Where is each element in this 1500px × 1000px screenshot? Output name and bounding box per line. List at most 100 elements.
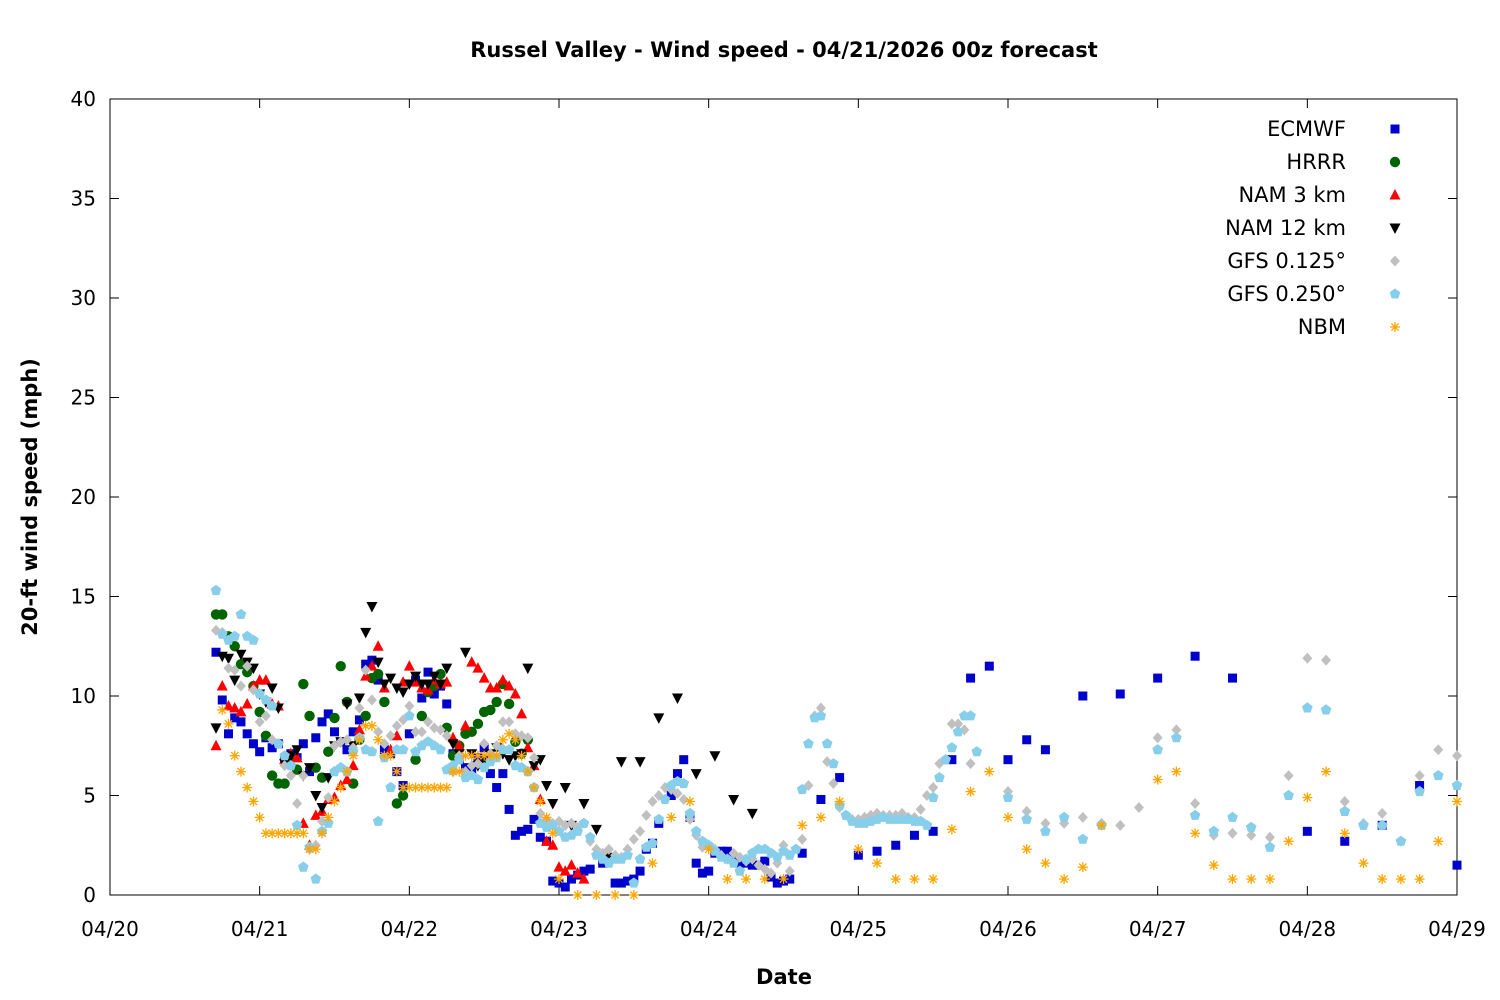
data-point <box>1021 844 1032 855</box>
data-point <box>529 814 539 824</box>
data-point <box>1058 811 1070 822</box>
data-point <box>578 873 590 884</box>
data-point <box>229 664 240 676</box>
data-point <box>971 746 983 757</box>
data-point <box>797 848 807 858</box>
data-point <box>366 746 378 757</box>
data-point <box>647 795 658 807</box>
data-point <box>441 663 453 675</box>
data-point <box>459 647 471 659</box>
data-point <box>628 877 640 888</box>
data-point <box>815 702 826 714</box>
data-point <box>423 667 433 677</box>
data-point <box>385 730 396 742</box>
data-point <box>559 783 571 794</box>
data-point <box>216 628 228 639</box>
data-point <box>634 853 646 864</box>
data-point <box>965 710 976 721</box>
data-point <box>853 850 863 860</box>
data-point <box>304 763 316 774</box>
data-point <box>292 797 303 809</box>
data-point <box>503 680 515 691</box>
data-point <box>1021 805 1032 817</box>
data-point <box>728 857 739 868</box>
data-point <box>498 769 508 779</box>
data-point <box>628 890 639 900</box>
data-point <box>397 790 409 801</box>
data-point <box>797 833 808 845</box>
data-point <box>746 808 758 820</box>
data-point <box>248 796 259 807</box>
data-point <box>909 830 919 840</box>
data-point <box>329 712 340 724</box>
data-point <box>984 766 995 777</box>
data-point <box>435 679 447 691</box>
data-point <box>229 630 240 641</box>
data-point <box>1339 828 1350 839</box>
legend-marker <box>1389 189 1401 200</box>
data-point <box>915 803 926 815</box>
data-point <box>491 696 502 708</box>
data-point <box>778 874 789 885</box>
data-point <box>230 713 240 723</box>
data-point <box>341 766 352 777</box>
data-point <box>273 738 284 749</box>
data-point <box>547 798 559 810</box>
data-point <box>497 674 509 685</box>
data-point <box>447 739 459 750</box>
data-point <box>372 640 384 651</box>
data-point <box>291 745 303 756</box>
data-point <box>666 791 676 800</box>
data-point <box>1040 825 1051 836</box>
data-point <box>1283 770 1294 782</box>
data-point <box>472 750 483 761</box>
data-point <box>529 752 540 764</box>
data-point <box>1302 792 1313 803</box>
data-point <box>235 766 246 777</box>
data-point <box>441 730 452 742</box>
data-point <box>647 858 658 869</box>
data-point <box>1152 774 1163 785</box>
data-point <box>790 843 802 854</box>
x-tick-label: 04/25 <box>830 917 888 941</box>
data-point <box>404 729 414 739</box>
data-point <box>391 798 403 809</box>
data-point <box>222 699 234 711</box>
data-point <box>354 734 365 745</box>
data-point <box>248 634 259 645</box>
data-point <box>373 734 384 745</box>
data-point <box>403 660 415 671</box>
data-point <box>254 812 265 823</box>
legend-label: GFS 0.125° <box>1227 249 1346 273</box>
data-point <box>653 813 665 824</box>
data-point <box>1208 825 1220 836</box>
data-point <box>722 874 733 885</box>
data-point <box>1302 652 1313 664</box>
data-point <box>547 839 559 850</box>
data-point <box>323 746 334 757</box>
data-point <box>1190 828 1201 839</box>
data-point <box>927 791 939 802</box>
data-point <box>366 694 377 706</box>
data-point <box>578 817 590 828</box>
data-point <box>1059 874 1070 885</box>
data-point <box>503 744 515 755</box>
data-point <box>242 660 253 672</box>
data-point <box>1227 874 1238 885</box>
data-point <box>1078 691 1088 701</box>
data-point <box>559 865 571 876</box>
data-point <box>803 738 814 749</box>
data-point <box>279 778 290 789</box>
x-tick-label: 04/24 <box>680 917 738 941</box>
data-point <box>548 876 558 886</box>
data-point <box>211 647 221 657</box>
data-point <box>304 710 315 722</box>
data-point <box>222 653 234 665</box>
data-point <box>366 660 378 671</box>
data-point <box>373 675 383 685</box>
data-point <box>267 743 277 753</box>
data-point <box>940 754 951 765</box>
data-point <box>784 865 795 877</box>
data-point <box>628 833 639 845</box>
data-point <box>1433 836 1444 847</box>
